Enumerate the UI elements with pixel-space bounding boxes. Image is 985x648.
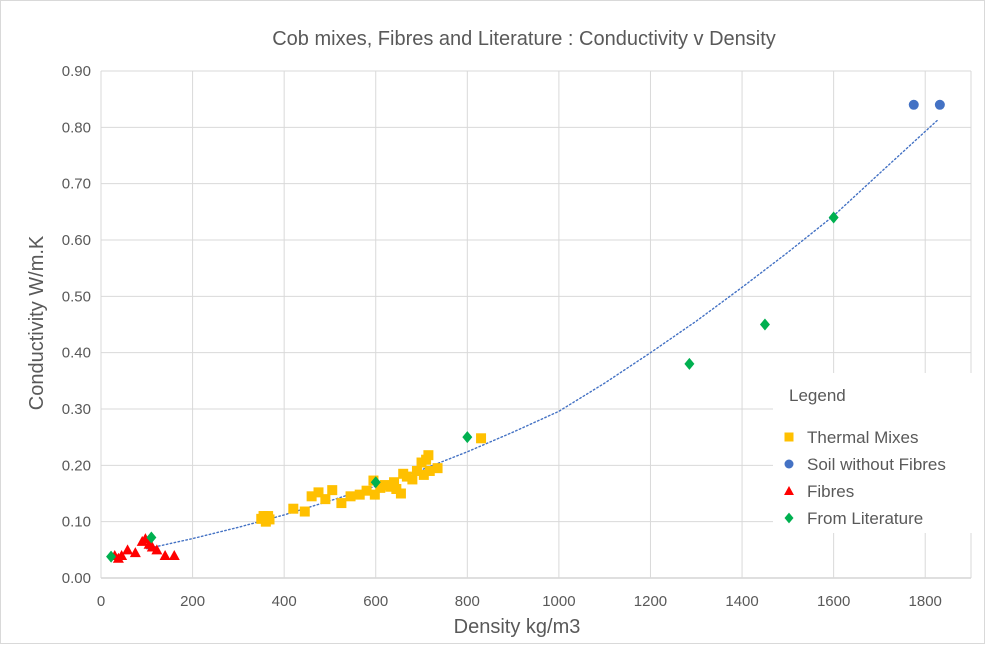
legend-label-thermal-mixes: Thermal Mixes — [807, 428, 918, 447]
legend-label-fibres: Fibres — [807, 482, 854, 501]
thermal-mixes-point — [389, 477, 400, 488]
data-points-layer — [106, 99, 945, 563]
x-tick-label: 1200 — [634, 593, 667, 610]
x-tick-label: 1800 — [909, 593, 942, 610]
y-tick-label: 0.50 — [62, 288, 91, 305]
thermal-mixes-point — [401, 471, 412, 482]
y-tick-label: 0.90 — [62, 63, 91, 80]
thermal-mixes-point — [411, 465, 422, 476]
y-tick-label: 0.20 — [62, 457, 91, 474]
legend-marker-thermal-mixes — [784, 432, 794, 442]
y-tick-label: 0.70 — [62, 176, 91, 193]
x-axis-title: Density kg/m3 — [454, 616, 581, 638]
thermal-mixes-point — [327, 485, 338, 496]
legend-title: Legend — [789, 386, 846, 405]
thermal-mixes-point — [476, 433, 487, 444]
from-literature-point — [462, 431, 473, 444]
y-tick-label: 0.40 — [62, 345, 91, 362]
legend: Legend Thermal Mixes Soil without Fibres F… — [773, 373, 977, 533]
thermal-mixes-point — [299, 506, 310, 517]
thermal-mixes-point — [418, 469, 429, 480]
y-tick-label: 0.60 — [62, 232, 91, 249]
y-tick-label: 0.30 — [62, 401, 91, 418]
thermal-mixes-point — [288, 503, 299, 514]
fibres-point — [159, 549, 171, 560]
from-literature-point — [828, 211, 839, 224]
x-tick-label: 600 — [363, 593, 388, 610]
legend-background — [773, 373, 977, 533]
thermal-mixes-point — [345, 491, 356, 502]
legend-label-soil-without-fibres: Soil without Fibres — [807, 455, 946, 474]
fibres-point — [168, 549, 180, 560]
thermal-mixes-point — [306, 491, 317, 502]
thermal-mixes-point — [423, 450, 434, 461]
x-tick-label: 1400 — [725, 593, 758, 610]
legend-marker-from-literature — [784, 512, 794, 524]
thermal-mixes-point — [361, 485, 372, 496]
fibres-point — [116, 549, 128, 560]
from-literature-point — [106, 550, 117, 563]
chart-title: Cob mixes, Fibres and Literature : Condu… — [272, 28, 776, 50]
y-tick-label: 0.00 — [62, 570, 91, 587]
thermal-mixes-point — [424, 465, 435, 476]
x-tick-label: 1600 — [817, 593, 850, 610]
fibres-point — [151, 544, 163, 555]
x-tick-label: 200 — [180, 593, 205, 610]
x-tick-label: 0 — [97, 593, 105, 610]
from-literature-point — [759, 318, 770, 331]
tick-labels: 0.00 0.10 0.20 0.30 0.40 0.50 0.60 0.70 0.80 0.90… — [62, 63, 942, 610]
soil-without-fibres-point — [908, 99, 919, 110]
legend-label-from-literature: From Literature — [807, 509, 923, 528]
thermal-mixes-point — [320, 494, 331, 505]
thermal-mixes-point — [379, 480, 390, 491]
thermal-mixes-point — [264, 514, 275, 525]
fibres-point — [129, 547, 141, 558]
trendline-layer — [146, 118, 940, 550]
thermal-mixes-point — [313, 487, 324, 498]
soil-without-fibres-point — [934, 99, 945, 110]
x-tick-label: 800 — [455, 593, 480, 610]
thermal-mixes-point — [432, 463, 443, 474]
from-literature-point — [370, 476, 381, 489]
legend-marker-soil-without-fibres — [784, 459, 794, 469]
thermal-mixes-point — [354, 489, 365, 500]
y-axis-title: Conductivity W/m.K — [26, 235, 48, 410]
from-literature-point — [684, 357, 695, 370]
legend-items: Thermal Mixes Soil without Fibres Fibres Fr… — [784, 428, 946, 528]
x-tick-label: 400 — [272, 593, 297, 610]
y-tick-label: 0.10 — [62, 514, 91, 531]
y-tick-label: 0.80 — [62, 119, 91, 136]
legend-marker-fibres — [784, 486, 794, 496]
fibres-point — [122, 544, 134, 555]
thermal-mixes-point — [369, 489, 380, 500]
x-tick-label: 1000 — [542, 593, 575, 610]
trendline — [146, 118, 940, 550]
from-literature-point — [146, 531, 157, 544]
thermal-mixes-point — [395, 488, 406, 499]
thermal-mixes-point — [336, 498, 347, 509]
thermal-mixes-point — [407, 474, 418, 485]
